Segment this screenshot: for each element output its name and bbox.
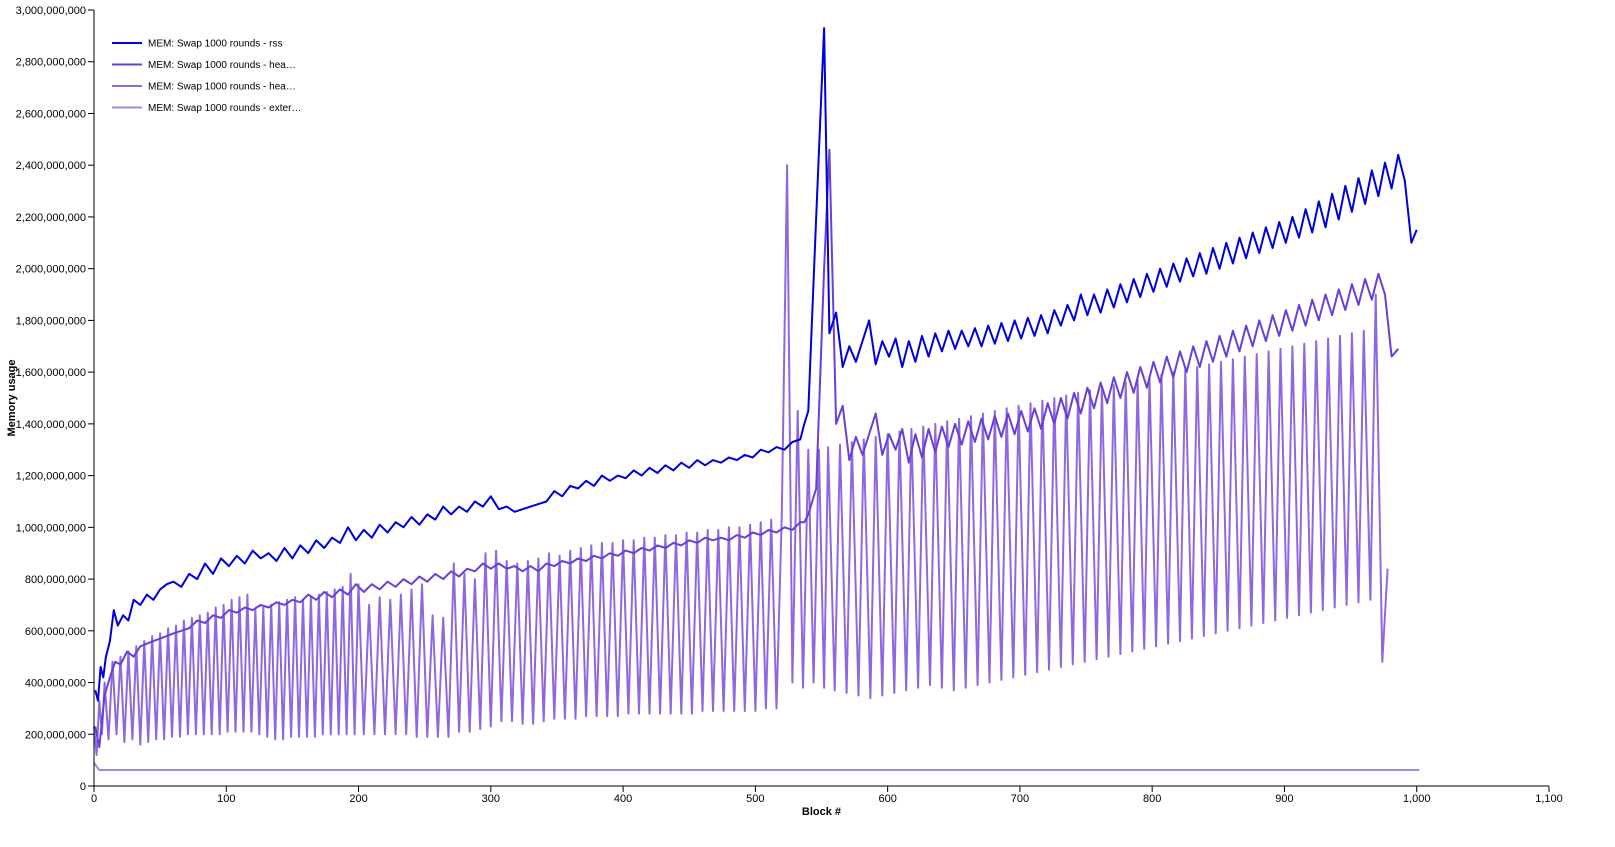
- series-line-0[interactable]: [94, 27, 1418, 702]
- y-tick-label: 1,400,000,000: [16, 419, 86, 431]
- legend-item-heap-total[interactable]: MEM: Swap 1000 rounds - hea…: [112, 60, 296, 71]
- x-tick-label: 0: [91, 793, 97, 805]
- legend-label-heap-used: MEM: Swap 1000 rounds - hea…: [148, 82, 296, 93]
- y-tick-label: 0: [80, 781, 86, 793]
- x-tick-label: 900: [1275, 793, 1293, 805]
- x-tick-label: 500: [746, 793, 764, 805]
- y-tick-label: 1,200,000,000: [16, 471, 86, 483]
- series-layer: [93, 27, 1420, 771]
- axis-layer: [93, 10, 1549, 787]
- y-tick-label: 2,400,000,000: [16, 160, 86, 172]
- y-tick-label: 2,000,000,000: [16, 264, 86, 276]
- x-axis-title: Block #: [802, 806, 841, 818]
- series-line-2[interactable]: [93, 164, 1389, 756]
- y-tick-label: 3,000,000,000: [16, 5, 86, 17]
- y-axis-ticks: 0 200,000,000 400,000,000 600,000,000 800,00…: [16, 5, 94, 793]
- y-tick-label: 1,000,000,000: [16, 522, 86, 534]
- y-tick-label: 1,600,000,000: [16, 367, 86, 379]
- x-tick-label: 400: [614, 793, 632, 805]
- y-tick-label: 800,000,000: [25, 574, 86, 586]
- y-tick-label: 600,000,000: [25, 626, 86, 638]
- legend-item-external[interactable]: MEM: Swap 1000 rounds - exter…: [112, 103, 301, 114]
- y-tick-label: 2,600,000,000: [16, 108, 86, 120]
- y-tick-label: 1,800,000,000: [16, 315, 86, 327]
- y-tick-label: 2,200,000,000: [16, 212, 86, 224]
- y-tick-label: 200,000,000: [25, 729, 86, 741]
- legend-item-rss[interactable]: MEM: Swap 1000 rounds - rss: [112, 39, 283, 50]
- x-tick-label: 800: [1143, 793, 1161, 805]
- x-tick-label: 1,100: [1535, 793, 1563, 805]
- legend-label-rss: MEM: Swap 1000 rounds - rss: [148, 39, 283, 50]
- y-tick-label: 400,000,000: [25, 678, 86, 690]
- y-axis-title: Memory usage: [6, 359, 18, 436]
- x-tick-label: 1,000: [1403, 793, 1431, 805]
- y-tick-label: 2,800,000,000: [16, 57, 86, 69]
- legend: MEM: Swap 1000 rounds - rss MEM: Swap 10…: [112, 39, 301, 114]
- legend-item-heap-used[interactable]: MEM: Swap 1000 rounds - hea…: [112, 82, 296, 93]
- x-tick-label: 200: [349, 793, 367, 805]
- x-tick-label: 600: [878, 793, 896, 805]
- legend-label-heap-total: MEM: Swap 1000 rounds - hea…: [148, 60, 296, 71]
- legend-label-external: MEM: Swap 1000 rounds - exter…: [148, 103, 301, 114]
- x-tick-label: 100: [217, 793, 235, 805]
- x-tick-label: 300: [482, 793, 500, 805]
- x-tick-label: 700: [1011, 793, 1029, 805]
- series-line-3[interactable]: [93, 762, 1420, 771]
- series-line-1[interactable]: [94, 148, 1399, 749]
- x-axis-ticks: 0 100 200 300 400 500 600 700 800 900 1,000 1,100: [91, 786, 1563, 805]
